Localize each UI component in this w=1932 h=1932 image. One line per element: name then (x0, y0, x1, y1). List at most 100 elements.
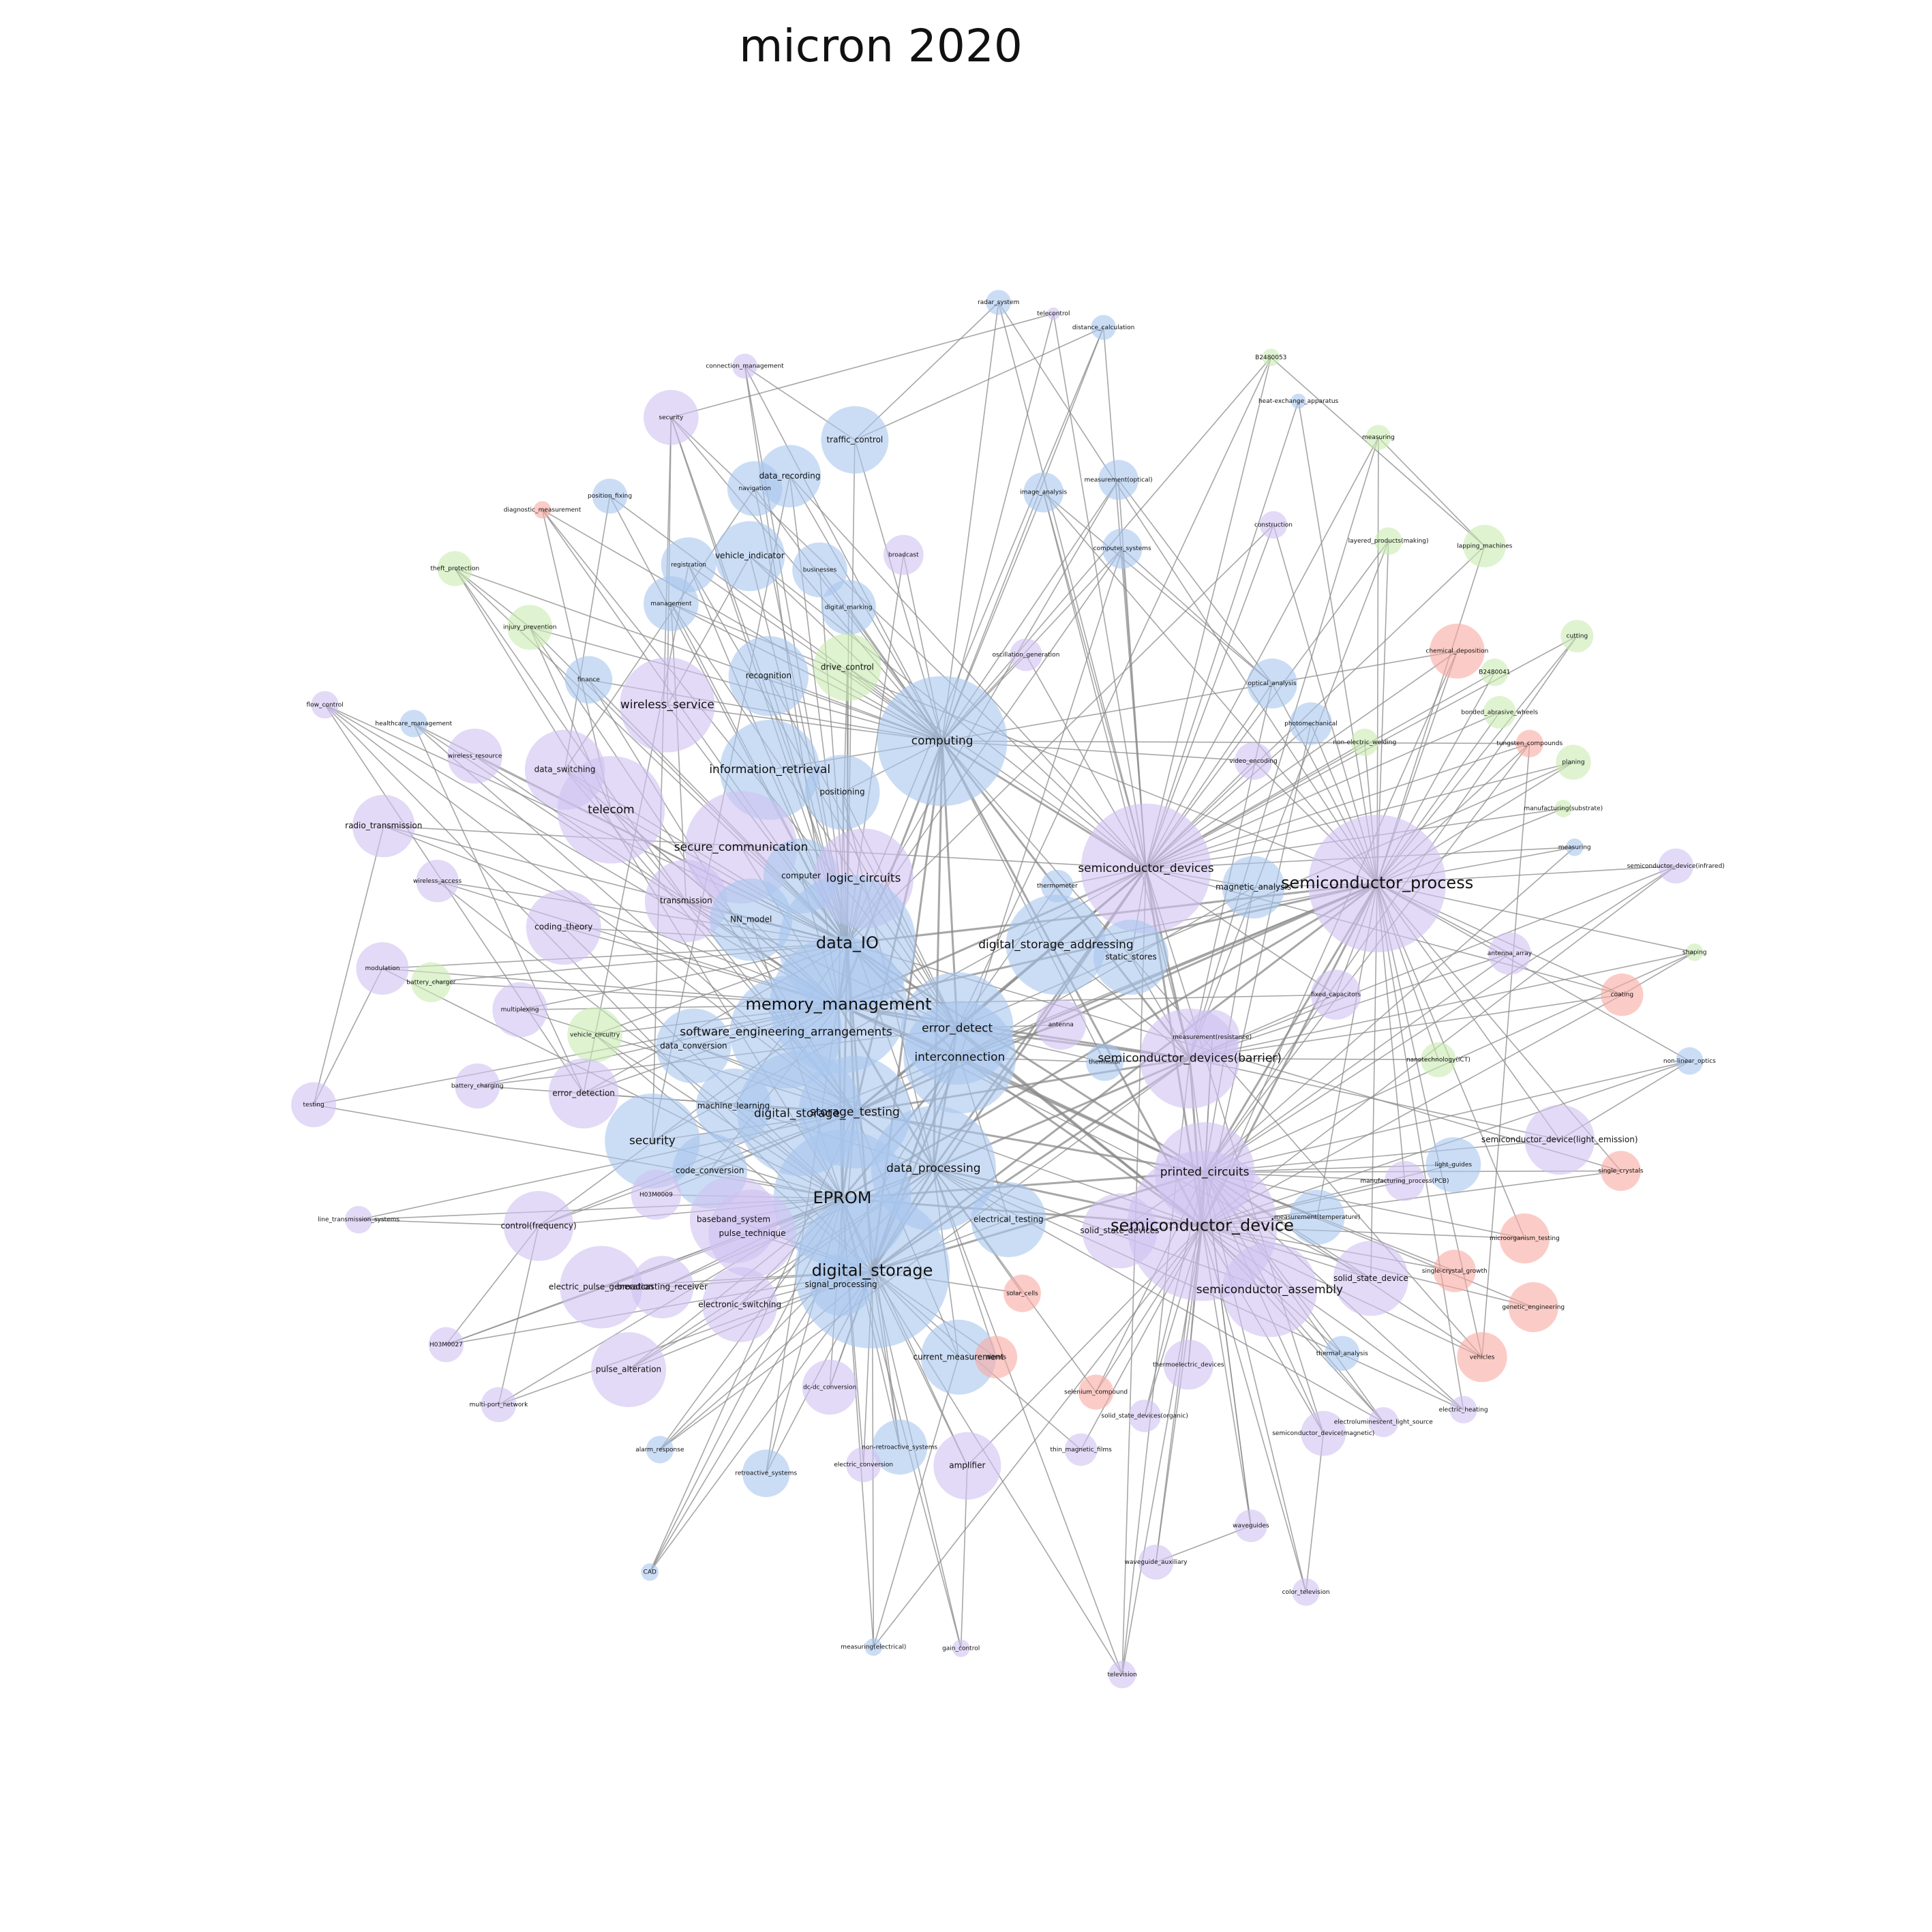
edge (1378, 437, 1485, 547)
node-label: vehicle_circuitry (570, 1031, 620, 1038)
edge (1118, 479, 1273, 684)
edges (313, 302, 1695, 1675)
node (1350, 728, 1378, 757)
node (1139, 1008, 1240, 1108)
node (802, 1359, 858, 1415)
node-label: microorganism_testing (1490, 1235, 1560, 1242)
node-label: software_engineering_arrangements (680, 1025, 892, 1039)
node (702, 1267, 778, 1342)
node-label: injury_prevention (503, 624, 557, 631)
node (1290, 393, 1306, 409)
node (644, 389, 699, 445)
node-label: measuring (1558, 844, 1591, 851)
node (620, 657, 715, 753)
node-label: baseband_system (697, 1215, 770, 1224)
node-label: B2480041 (1479, 669, 1510, 676)
node-label: gain_control (942, 1645, 980, 1652)
node-label: dc-dc_conversion (803, 1384, 856, 1391)
edge (1145, 742, 1530, 869)
node (821, 579, 877, 635)
node-label: lapping_machines (1457, 543, 1513, 550)
node-label: oscillation_generation (993, 652, 1060, 659)
node (1421, 1042, 1456, 1078)
node-label: healthcare_management (375, 721, 452, 727)
edge (1145, 671, 1495, 869)
node-label: drive_control (821, 662, 874, 671)
node-label: CAD (644, 1569, 656, 1576)
node-label: pulse_alteration (596, 1365, 661, 1374)
edge (454, 568, 943, 742)
node (1091, 314, 1116, 340)
node-label: thermoelectric_devices (1153, 1361, 1224, 1368)
node (646, 1436, 674, 1464)
edge (313, 826, 384, 1105)
node (728, 636, 809, 716)
node (1047, 307, 1060, 320)
edge (1202, 994, 1622, 1226)
node-label: battery_charging (451, 1083, 504, 1089)
node-label: error_detect (922, 1022, 993, 1036)
node-label: solid_state_device (1333, 1273, 1408, 1283)
node-label: semiconductor_device(light_emission) (1481, 1134, 1638, 1144)
node-label: current_measurement (913, 1352, 1003, 1361)
node-label: data_recording (759, 471, 821, 481)
edge (1145, 761, 1574, 869)
node-label: H03M0009 (639, 1192, 673, 1198)
node-label: semiconductor_device (1111, 1216, 1294, 1235)
node-label: alarms (986, 1354, 1007, 1361)
edge (1481, 743, 1530, 1357)
node-label: diagnostic_measurement (504, 507, 582, 513)
node (1003, 1274, 1041, 1312)
node-label: electroluminescent_light_source (1334, 1419, 1433, 1426)
node (1222, 856, 1285, 919)
node-label: antenna (1048, 1022, 1074, 1029)
node-label: solid_state_devices (1080, 1226, 1159, 1235)
node (1289, 1190, 1345, 1245)
node (821, 406, 889, 474)
edge (1145, 357, 1272, 869)
node-label: non-retroactive_systems (862, 1444, 937, 1451)
node-label: measurement(temperature) (1274, 1214, 1360, 1221)
node (344, 1205, 373, 1234)
edge (1121, 1226, 1203, 1675)
node (877, 676, 1008, 806)
node-label: bonded_abrasive_wheels (1461, 709, 1538, 716)
node-label: selenium_compound (1064, 1389, 1128, 1396)
node (1098, 459, 1138, 500)
node-label: management (650, 601, 692, 607)
node (1449, 1395, 1477, 1423)
node-label: secure_communication (674, 841, 808, 854)
node (1565, 839, 1584, 856)
node-label: machine_learning (697, 1101, 770, 1111)
node-label: optical_analysis (1248, 680, 1297, 687)
node (903, 1001, 1016, 1114)
node-label: retroactive_systems (735, 1470, 797, 1477)
node (727, 461, 783, 517)
edge (959, 548, 1123, 1058)
edge (997, 302, 1147, 869)
edge (1270, 357, 1485, 547)
node (1554, 800, 1573, 817)
edge (1204, 953, 1510, 1173)
node-label: transmission (660, 896, 712, 905)
edge (873, 1225, 1203, 1648)
edge (542, 509, 943, 742)
node (1040, 869, 1074, 903)
node-label: antenna_array (1488, 950, 1533, 957)
node (567, 1007, 622, 1063)
node-label: semiconductor_devices(barrier) (1098, 1052, 1282, 1066)
node-label: measurement(optical) (1085, 477, 1153, 483)
node (399, 710, 427, 738)
node-label: non-linear_optics (1663, 1058, 1716, 1065)
edge (744, 365, 943, 742)
node-label: electrical_testing (973, 1215, 1044, 1224)
node (872, 1419, 928, 1475)
node-label: semiconductor_process (1281, 873, 1473, 892)
node-label: cutting (1567, 633, 1588, 640)
edge (1053, 313, 1147, 869)
node (503, 1190, 574, 1261)
node (291, 1082, 337, 1128)
node-label: data_switching (534, 765, 596, 774)
node-label: heat-exchange_apparatus (1258, 398, 1339, 405)
